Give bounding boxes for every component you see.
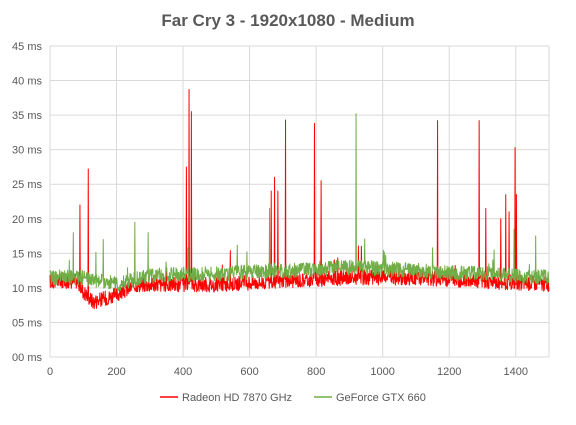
y-tick-label: 15 ms (12, 248, 42, 260)
y-tick-label: 25 ms (12, 179, 42, 191)
x-tick-label: 0 (47, 366, 53, 378)
y-tick-label: 00 ms (12, 352, 42, 364)
x-tick-label: 600 (240, 366, 258, 378)
y-tick-label: 40 ms (12, 76, 42, 88)
y-tick-label: 30 ms (12, 145, 42, 157)
x-tick-label: 1400 (503, 366, 527, 378)
series-layer (49, 89, 550, 309)
gridlines (49, 45, 550, 358)
legend-label: Radeon HD 7870 GHz (182, 392, 292, 404)
series-line-radeon (49, 89, 550, 309)
x-tick-label: 800 (307, 366, 325, 378)
y-tick-label: 35 ms (12, 110, 42, 122)
y-tick-label: 45 ms (12, 41, 42, 53)
y-tick-label: 20 ms (12, 214, 42, 226)
x-tick-label: 400 (174, 366, 192, 378)
axis-labels: 00 ms 05 ms 10 ms 15 ms 20 ms 25 ms 30 ms 35 ms… (12, 41, 528, 378)
x-tick-label: 1000 (370, 366, 394, 378)
y-tick-label: 10 ms (12, 283, 42, 295)
series-line-geforce (49, 113, 550, 293)
x-tick-label: 1200 (437, 366, 461, 378)
legend: Radeon HD 7870 GHz GeForce GTX 660 (160, 392, 426, 404)
legend-label: GeForce GTX 660 (336, 392, 426, 404)
x-tick-label: 200 (107, 366, 125, 378)
chart-title: Far Cry 3 - 1920x1080 - Medium (161, 11, 414, 30)
y-tick-label: 05 ms (12, 317, 42, 329)
